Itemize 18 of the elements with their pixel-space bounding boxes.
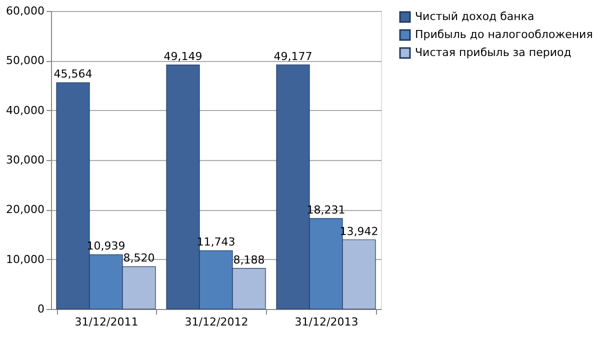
data-label: 8,188 <box>233 253 265 266</box>
y-tick-label: 50,000 <box>6 54 44 68</box>
y-tick-label: 0 <box>38 302 44 316</box>
x-tick-label: 31/12/2012 <box>184 316 248 328</box>
x-tick-label: 31/12/2013 <box>294 316 358 328</box>
y-tick-label: 30,000 <box>6 154 44 166</box>
y-tick-label: 40,000 <box>6 104 44 117</box>
legend-label: Чистая прибыль за период <box>415 46 572 59</box>
y-tick-label: 20,000 <box>6 203 44 216</box>
x-tick-label: 31/12/2011 <box>74 316 138 328</box>
y-tick-label: 10,000 <box>6 252 44 266</box>
legend-label: Чистый доход банка <box>415 10 534 23</box>
y-tick-label: 60,000 <box>6 4 44 18</box>
data-label: 49,149 <box>164 50 202 63</box>
data-label: 8,520 <box>123 252 155 265</box>
data-label: 45,564 <box>54 68 92 81</box>
data-label: 49,177 <box>274 50 312 63</box>
legend-label: Прибыль до налогообложения <box>415 28 593 41</box>
